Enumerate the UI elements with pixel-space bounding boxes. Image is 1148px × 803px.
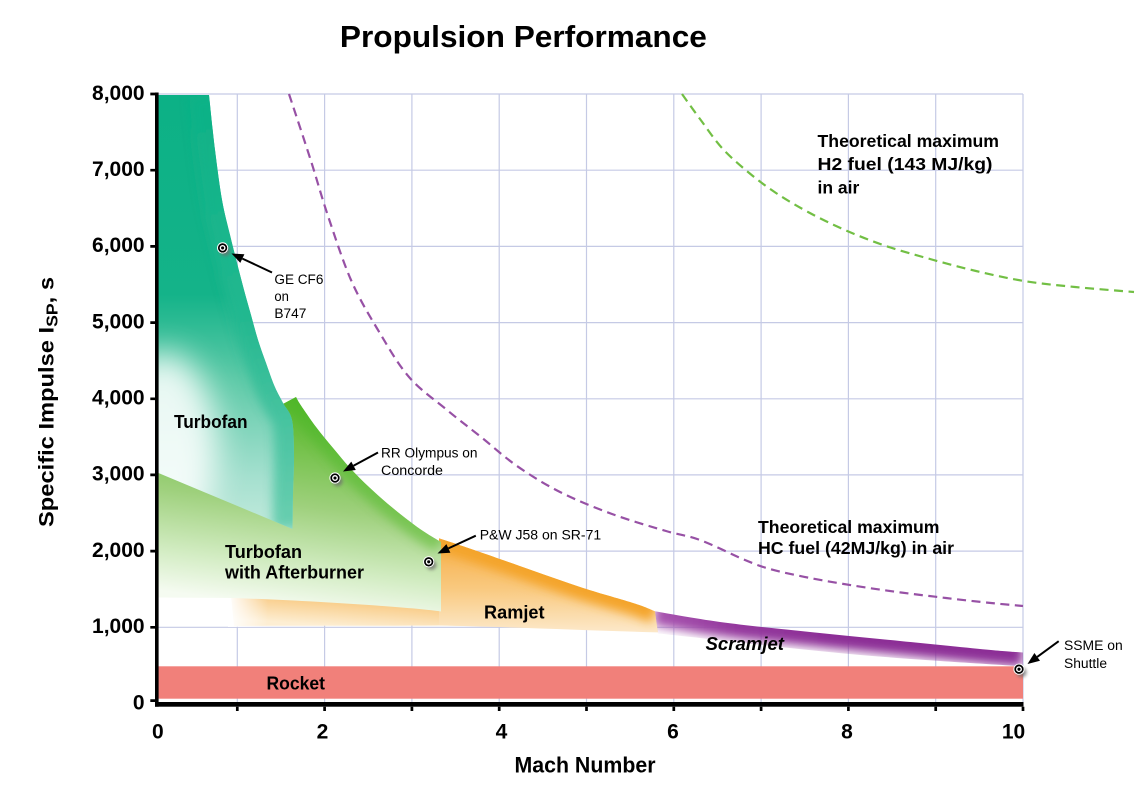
svg-text:0: 0 bbox=[152, 721, 164, 744]
svg-text:3,000: 3,000 bbox=[92, 463, 145, 486]
svg-text:Theoretical maximum: Theoretical maximum bbox=[818, 131, 1000, 151]
svg-text:4: 4 bbox=[496, 721, 508, 744]
svg-text:Shuttle: Shuttle bbox=[1064, 656, 1107, 672]
svg-text:4,000: 4,000 bbox=[92, 387, 145, 410]
svg-text:H2 fuel (143 MJ/kg): H2 fuel (143 MJ/kg) bbox=[818, 154, 993, 174]
svg-text:Turbofan: Turbofan bbox=[174, 412, 248, 432]
svg-text:Propulsion Performance: Propulsion Performance bbox=[340, 19, 707, 54]
svg-text:6,000: 6,000 bbox=[92, 234, 145, 257]
svg-text:SSME on: SSME on bbox=[1064, 638, 1123, 654]
svg-text:Theoretical maximum: Theoretical maximum bbox=[758, 517, 940, 537]
svg-text:8,000: 8,000 bbox=[92, 82, 145, 105]
svg-text:Rocket: Rocket bbox=[267, 674, 326, 694]
svg-text:Concorde: Concorde bbox=[381, 463, 443, 479]
svg-text:Turbofan: Turbofan bbox=[225, 542, 302, 562]
svg-text:2,000: 2,000 bbox=[92, 539, 145, 562]
svg-text:RR Olympus on: RR Olympus on bbox=[381, 445, 478, 461]
svg-text:Ramjet: Ramjet bbox=[484, 603, 545, 623]
svg-text:0: 0 bbox=[133, 691, 145, 714]
svg-text:2: 2 bbox=[317, 721, 329, 744]
svg-text:HC fuel (42MJ/kg) in air: HC fuel (42MJ/kg) in air bbox=[758, 538, 954, 558]
svg-text:P&W J58 on SR-71: P&W J58 on SR-71 bbox=[480, 527, 602, 543]
svg-text:10: 10 bbox=[1002, 721, 1025, 744]
svg-text:5,000: 5,000 bbox=[92, 310, 145, 333]
svg-text:Mach Number: Mach Number bbox=[515, 753, 656, 778]
svg-text:Scramjet: Scramjet bbox=[706, 634, 786, 654]
svg-text:with Afterburner: with Afterburner bbox=[224, 563, 364, 583]
svg-text:on: on bbox=[274, 289, 289, 305]
svg-text:7,000: 7,000 bbox=[92, 158, 145, 181]
svg-text:GE CF6: GE CF6 bbox=[274, 272, 323, 288]
svg-text:1,000: 1,000 bbox=[92, 615, 145, 638]
svg-text:B747: B747 bbox=[274, 306, 306, 322]
svg-text:in air: in air bbox=[818, 178, 860, 198]
svg-text:6: 6 bbox=[667, 721, 679, 744]
svg-text:8: 8 bbox=[841, 721, 853, 744]
